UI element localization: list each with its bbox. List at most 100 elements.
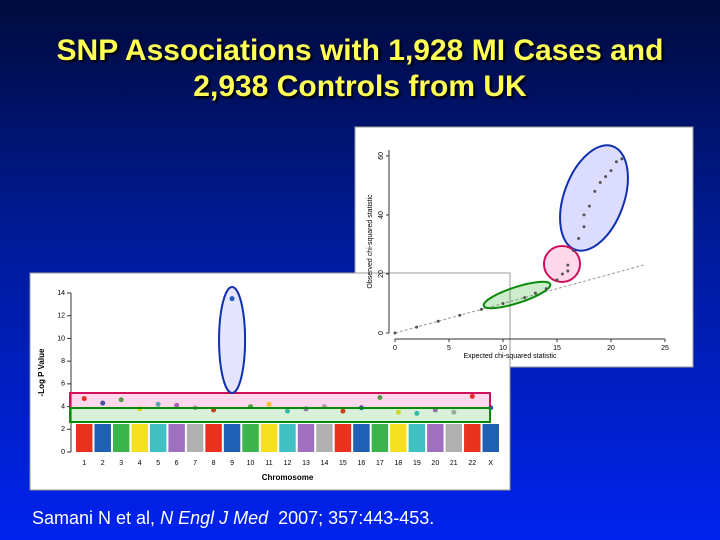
- peak-point: [395, 409, 401, 415]
- y-tick-label: 60: [378, 152, 385, 160]
- chromosome-band: [242, 424, 259, 452]
- x-tick-label: 15: [339, 460, 347, 467]
- chromosome-band: [168, 424, 185, 452]
- x-tick-label: 19: [413, 460, 421, 467]
- chromosome-band: [482, 424, 499, 452]
- x-tick-label: 25: [661, 345, 669, 352]
- peak-point: [174, 402, 180, 408]
- peak-point: [266, 401, 272, 407]
- data-point: [604, 175, 608, 179]
- highlight-ellipse: [482, 280, 552, 310]
- peak-point: [377, 394, 383, 400]
- chromosome-band: [76, 424, 93, 452]
- highlight-ellipse: [218, 286, 247, 394]
- y-tick-label: 4: [61, 403, 65, 410]
- x-tick-label: 10: [499, 345, 507, 352]
- peak-point: [469, 393, 475, 399]
- data-point: [614, 160, 618, 164]
- peak-point: [155, 401, 161, 407]
- chromosome-band: [131, 424, 148, 452]
- y-tick-label: 20: [378, 270, 385, 278]
- chromosome-band: [279, 424, 296, 452]
- data-point: [593, 189, 597, 193]
- data-point: [560, 272, 564, 276]
- chromosome-band: [464, 424, 481, 452]
- chromosome-band: [94, 424, 111, 452]
- data-point: [555, 278, 559, 282]
- x-tick-label: 20: [607, 345, 615, 352]
- data-point: [566, 263, 570, 267]
- y-axis-label: -Log P Value: [37, 348, 46, 396]
- y-tick-label: 8: [61, 358, 65, 365]
- chromosome-band: [112, 424, 130, 452]
- x-tick-label: 4: [138, 460, 142, 467]
- highlight-box: [69, 392, 491, 409]
- chromosome-band: [260, 424, 278, 452]
- chromosome-band: [223, 424, 241, 452]
- x-tick-label: 5: [447, 345, 451, 352]
- peak-point: [285, 408, 290, 414]
- x-tick-label: 18: [394, 460, 402, 467]
- x-tick-label: 16: [358, 460, 366, 467]
- peak-point: [229, 296, 235, 302]
- peak-point: [81, 396, 87, 402]
- x-tick-label: 13: [302, 460, 310, 467]
- y-tick-label: 6: [61, 381, 65, 388]
- data-point: [436, 319, 440, 323]
- x-tick-label: 8: [212, 460, 216, 467]
- chromosome-band: [205, 424, 222, 452]
- chromosome-band: [297, 424, 315, 452]
- slide-title: SNP Associations with 1,928 MI Cases and: [56, 34, 664, 67]
- data-point: [458, 313, 462, 317]
- chromosome-band: [371, 424, 389, 452]
- y-tick-label: 0: [378, 331, 385, 335]
- x-tick-label: 5: [156, 460, 160, 467]
- x-tick-label: X: [488, 460, 493, 467]
- y-tick-label: 10: [57, 335, 65, 342]
- data-point: [393, 331, 397, 335]
- slide-title: 2,938 Controls from UK: [193, 70, 527, 103]
- x-tick-label: 12: [284, 460, 292, 467]
- highlight-ellipse: [543, 245, 581, 283]
- x-tick-label: 22: [468, 460, 476, 467]
- citation-text: Samani N et al,: [32, 508, 161, 528]
- y-tick-label: 2: [61, 426, 65, 433]
- x-axis-label: Chromosome: [262, 473, 314, 482]
- x-tick-label: 17: [376, 460, 384, 467]
- x-tick-label: 1: [82, 460, 86, 467]
- x-tick-label: 9: [230, 460, 234, 467]
- data-point: [415, 325, 419, 329]
- peak-point: [340, 408, 346, 414]
- data-point: [479, 307, 483, 311]
- data-point: [582, 213, 586, 217]
- x-tick-label: 6: [175, 460, 179, 467]
- x-tick-label: 10: [247, 460, 255, 467]
- x-tick-label: 2: [101, 460, 105, 467]
- manhattan-panel: [29, 272, 511, 491]
- y-tick-label: 0: [61, 449, 65, 456]
- data-point: [620, 157, 624, 161]
- highlight-box: [69, 407, 491, 423]
- data-point: [577, 237, 581, 241]
- y-tick-label: 12: [57, 313, 65, 320]
- y-tick-label: 40: [378, 211, 385, 219]
- y-tick-label: 14: [57, 290, 65, 297]
- data-point: [533, 291, 537, 295]
- reference-line: [394, 264, 644, 334]
- data-point: [598, 180, 602, 184]
- data-point: [544, 287, 548, 291]
- citation: Samani N et al, N Engl J Med 2007; 357:4…: [32, 508, 434, 529]
- x-tick-label: 15: [553, 345, 561, 352]
- data-point: [566, 269, 570, 273]
- x-tick-label: 21: [450, 460, 458, 467]
- x-tick-label: 0: [393, 345, 397, 352]
- data-point: [523, 296, 527, 300]
- x-tick-label: 3: [119, 460, 123, 467]
- chromosome-band: [445, 424, 463, 452]
- chromosome-band: [186, 424, 204, 452]
- chromosome-band: [408, 424, 426, 452]
- x-axis-label: Expected chi-squared statistic: [464, 353, 557, 360]
- x-tick-label: 20: [431, 460, 439, 467]
